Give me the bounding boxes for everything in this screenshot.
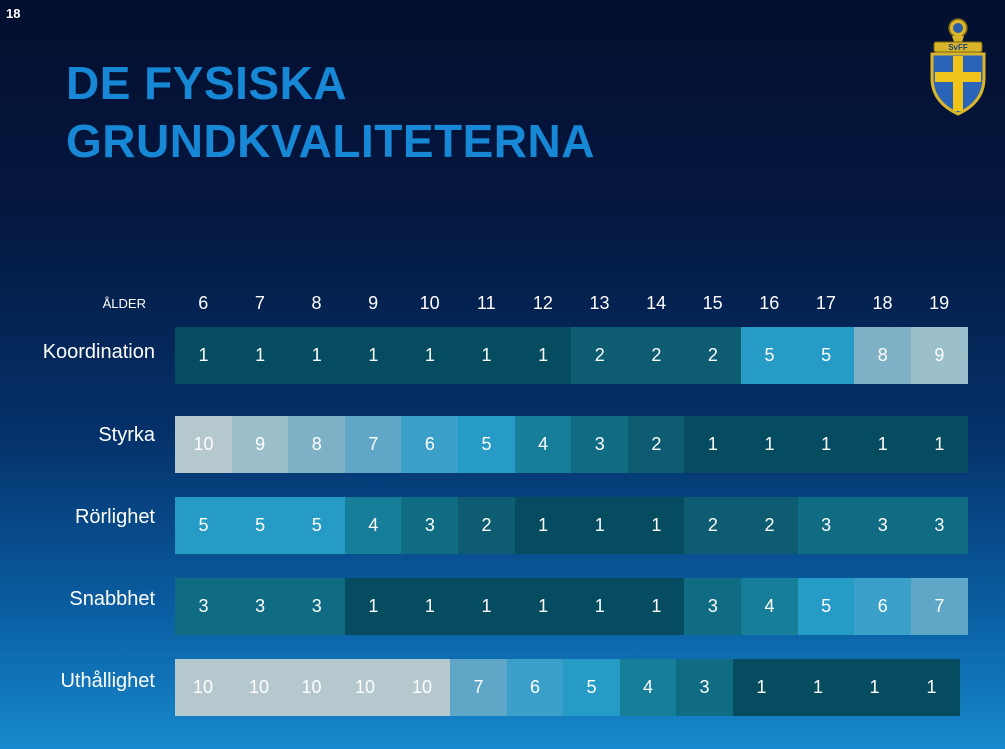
heatmap-cell: 3 — [676, 659, 733, 716]
heatmap-cell: 2 — [627, 327, 685, 384]
heatmap-cell: 9 — [910, 327, 968, 384]
heatmap-cell: 1 — [797, 416, 855, 473]
heatmap-cell: 1 — [571, 578, 629, 635]
heatmap-cell: 4 — [741, 578, 799, 635]
age-tick-10: 10 — [419, 293, 440, 313]
heatmap-cell: 1 — [231, 327, 289, 384]
slide-title: DE FYSISKA GRUNDKVALITETERNA — [66, 54, 595, 170]
heatmap-cell: 6 — [854, 578, 912, 635]
heatmap-cell: 3 — [288, 578, 346, 635]
heatmap-cell: 1 — [790, 659, 846, 716]
heatmap-cell: 2 — [627, 416, 685, 473]
heatmap-cell: 1 — [741, 416, 799, 473]
svff-crest-logo: SvFF — [930, 18, 986, 116]
heatmap-cell: 8 — [288, 416, 346, 473]
heatmap-cell: 10 — [336, 659, 394, 716]
heatmap-cell: 1 — [514, 497, 572, 554]
heatmap-cell: 1 — [458, 327, 516, 384]
heatmap-cell: 1 — [684, 416, 742, 473]
heatmap-cell: 1 — [571, 497, 629, 554]
heatmap-cell: 8 — [854, 327, 912, 384]
heatmap-cell: 1 — [627, 578, 685, 635]
heatmap-cell: 3 — [910, 497, 968, 554]
heatmap-cell: 1 — [458, 578, 516, 635]
heatmap-cell: 1 — [910, 416, 968, 473]
slide-number: 18 — [6, 6, 21, 21]
heatmap-cell: 7 — [450, 659, 507, 716]
row-label-4: Uthållighet — [60, 670, 155, 692]
heatmap-cell: 5 — [231, 497, 289, 554]
heatmap-cell: 3 — [797, 497, 855, 554]
age-tick-11: 11 — [476, 293, 496, 313]
heatmap-cell: 5 — [563, 659, 620, 716]
heatmap-cell: 1 — [344, 327, 402, 384]
heatmap-cell: 1 — [733, 659, 790, 716]
row-label-3: Snabbhet — [69, 588, 155, 610]
row-label-2: Rörlighet — [74, 506, 155, 528]
age-tick-17: 17 — [815, 293, 836, 313]
age-tick-13: 13 — [589, 293, 610, 313]
heatmap-cell: 4 — [514, 416, 572, 473]
heatmap-cell: 10 — [231, 659, 287, 716]
heatmap-cell: 3 — [684, 578, 742, 635]
heatmap-cell: 2 — [741, 497, 799, 554]
heatmap-cell: 1 — [401, 327, 459, 384]
heatmap-cell: 2 — [684, 327, 742, 384]
heatmap-cell: 10 — [175, 659, 231, 716]
age-tick-18: 18 — [872, 293, 893, 313]
title-line-1: DE FYSISKA — [66, 57, 348, 109]
heatmap-cell: 10 — [287, 659, 336, 716]
row-label-0: Koordination — [42, 341, 155, 363]
heatmap-cell: 2 — [571, 327, 629, 384]
title-line-2: GRUNDKVALITETERNA — [66, 115, 595, 167]
heatmap-cell: 1 — [514, 578, 572, 635]
heatmap-cell: 1 — [627, 497, 685, 554]
age-tick-7: 7 — [254, 293, 265, 313]
heatmap-cell: 5 — [458, 416, 516, 473]
age-tick-9: 9 — [368, 293, 379, 313]
heatmap-cell: 6 — [507, 659, 563, 716]
age-tick-19: 19 — [929, 293, 950, 313]
heatmap-cell: 1 — [175, 327, 233, 384]
heatmap-cell: 5 — [797, 327, 855, 384]
heatmap-cell: 10 — [175, 416, 233, 473]
heatmap-cell: 1 — [514, 327, 572, 384]
age-tick-14: 14 — [646, 293, 667, 313]
age-tick-16: 16 — [759, 293, 780, 313]
heatmap-cell: 5 — [741, 327, 799, 384]
heatmap-cell: 2 — [684, 497, 742, 554]
logo-text: SvFF — [948, 43, 968, 52]
age-tick-12: 12 — [532, 293, 553, 313]
heatmap-cell: 3 — [231, 578, 289, 635]
heatmap-cell: 2 — [458, 497, 516, 554]
heatmap-cell: 7 — [344, 416, 402, 473]
heatmap-cell: 1 — [401, 578, 459, 635]
heatmap-cell: 6 — [401, 416, 459, 473]
heatmap-cell: 5 — [797, 578, 855, 635]
heatmap-cell: 1 — [846, 659, 903, 716]
age-axis-label: ÅLDER — [102, 296, 146, 311]
heatmap-cell: 4 — [344, 497, 402, 554]
heatmap-cell: 5 — [288, 497, 346, 554]
row-label-1: Styrka — [98, 424, 155, 446]
age-tick-8: 8 — [311, 293, 322, 313]
heatmap-cell: 1 — [288, 327, 346, 384]
heatmap-cell: 5 — [175, 497, 233, 554]
heatmap-cell: 9 — [231, 416, 289, 473]
heatmap-cell: 1 — [344, 578, 402, 635]
heatmap-cell: 1 — [854, 416, 912, 473]
heatmap-cell: 3 — [854, 497, 912, 554]
heatmap-cell: 7 — [910, 578, 968, 635]
heatmap-cell: 1 — [903, 659, 960, 716]
age-tick-15: 15 — [702, 293, 723, 313]
heatmap-cell: 3 — [571, 416, 629, 473]
heatmap-cell: 10 — [394, 659, 450, 716]
heatmap-cell: 3 — [175, 578, 233, 635]
age-tick-6: 6 — [198, 293, 209, 313]
heatmap-cell: 3 — [401, 497, 459, 554]
heatmap-cell: 4 — [620, 659, 676, 716]
